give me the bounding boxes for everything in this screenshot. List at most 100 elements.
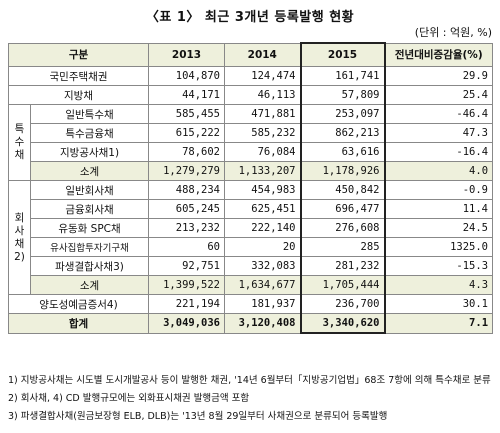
cell-2013: 104,870 xyxy=(148,66,226,86)
row-label: 소계 xyxy=(29,161,150,181)
bond-issuance-table: 구분 2013 2014 2015 전년대비증감율(%) 국민주택채권 104,… xyxy=(7,42,494,334)
cell-2013: 3,049,036 xyxy=(148,313,226,334)
subtotal-row: 소계 1,279,279 1,133,207 1,178,926 4.0 xyxy=(9,161,494,181)
cell-2013: 92,751 xyxy=(148,256,226,276)
cell-2015: 3,340,620 xyxy=(299,313,386,334)
cell-2014: 585,232 xyxy=(224,123,302,143)
category-label: 회 사 채 2) xyxy=(14,211,25,263)
cell-2014: 625,451 xyxy=(224,199,302,219)
cell-2013: 213,232 xyxy=(148,218,226,238)
cell-rate: 25.4 xyxy=(384,85,494,105)
cell-2013: 1,399,522 xyxy=(148,275,226,295)
row-label: 양도성예금증서4) xyxy=(7,294,150,314)
total-row: 합계 3,049,036 3,120,408 3,340,620 7.1 xyxy=(7,313,494,334)
cell-2014: 181,937 xyxy=(224,294,302,314)
row-label: 유동화 SPC채 xyxy=(29,218,150,238)
row-label: 국민주택채권 xyxy=(7,66,150,86)
footnote: 3) 파생결합사채(원금보장형 ELB, DLB)는 '13년 8월 29일부터… xyxy=(8,411,388,422)
table-row: 금융회사채 605,245 625,451 696,477 11.4 xyxy=(9,199,494,219)
row-label: 합계 xyxy=(7,313,150,334)
category-corporate-bond: 회 사 채 2) xyxy=(8,180,31,295)
row-label: 소계 xyxy=(29,275,150,295)
cell-rate: -15.3 xyxy=(384,256,494,276)
cell-2014: 454,983 xyxy=(224,180,302,200)
cell-2014: 332,083 xyxy=(224,256,302,276)
cell-2013: 615,222 xyxy=(148,123,226,143)
cell-2015: 696,477 xyxy=(299,199,386,219)
cell-2015: 57,809 xyxy=(299,85,386,105)
cell-rate: 7.1 xyxy=(384,313,494,334)
table-row: 지방공사채1) 78,602 76,084 63,616 -16.4 xyxy=(9,142,494,162)
cell-2014: 222,140 xyxy=(224,218,302,238)
row-label: 일반회사채 xyxy=(29,180,150,200)
cell-2015: 253,097 xyxy=(299,104,386,124)
table-title: 〈표 1〉 최근 3개년 등록발행 현황 xyxy=(145,10,355,25)
cell-2015: 285 xyxy=(299,237,386,257)
table-row: 파생결합사채3) 92,751 332,083 281,232 -15.3 xyxy=(9,256,494,276)
header-rate: 전년대비증감율(%) xyxy=(384,42,494,67)
cell-2013: 221,194 xyxy=(148,294,226,314)
cell-2015: 63,616 xyxy=(299,142,386,162)
row-label: 파생결합사채3) xyxy=(29,256,150,276)
cell-2014: 76,084 xyxy=(224,142,302,162)
cell-rate: 47.3 xyxy=(384,123,494,143)
table-row: 회 사 채 2) 일반회사채 488,234 454,983 450,842 -0.9 xyxy=(8,180,494,295)
cell-2015: 1,705,444 xyxy=(299,275,386,295)
row-label: 유사집합투자기구채 xyxy=(29,237,150,257)
row-label: 일반특수채 xyxy=(29,104,150,124)
table-row: 유사집합투자기구채 60 20 285 1325.0 xyxy=(9,237,494,257)
cell-2014: 471,881 xyxy=(224,104,302,124)
cell-rate: 24.5 xyxy=(384,218,494,238)
subtotal-row: 소계 1,399,522 1,634,677 1,705,444 4.3 xyxy=(9,275,494,295)
unit-label: (단위 : 억원, %) xyxy=(414,26,492,39)
cell-2014: 124,474 xyxy=(224,66,302,86)
header-2014: 2014 xyxy=(224,42,302,67)
table-row: 양도성예금증서4) 221,194 181,937 236,700 30.1 xyxy=(7,294,494,314)
cell-2014: 46,113 xyxy=(224,85,302,105)
cell-2014: 20 xyxy=(224,237,302,257)
cell-2013: 78,602 xyxy=(148,142,226,162)
footnote: 1) 지방공사채는 시도별 도시개발공사 등이 발행한 채권, '14년 6월부… xyxy=(8,375,491,386)
footnotes: 1) 지방공사채는 시도별 도시개발공사 등이 발행한 채권, '14년 6월부… xyxy=(8,372,491,426)
header-category: 구분 xyxy=(7,42,150,67)
cell-2015: 276,608 xyxy=(299,218,386,238)
cell-2014: 1,133,207 xyxy=(224,161,302,181)
row-label: 특수금융채 xyxy=(29,123,150,143)
table-row: 국민주택채권 104,870 124,474 161,741 29.9 xyxy=(7,66,494,86)
cell-2013: 44,171 xyxy=(148,85,226,105)
cell-2015: 862,213 xyxy=(299,123,386,143)
cell-2013: 60 xyxy=(148,237,226,257)
cell-2015: 1,178,926 xyxy=(299,161,386,181)
cell-rate: -16.4 xyxy=(384,142,494,162)
cell-2014: 1,634,677 xyxy=(224,275,302,295)
cell-rate: -0.9 xyxy=(384,180,494,200)
cell-rate: 30.1 xyxy=(384,294,494,314)
cell-2015: 281,232 xyxy=(299,256,386,276)
cell-rate: 11.4 xyxy=(384,199,494,219)
table-row: 지방채 44,171 46,113 57,809 25.4 xyxy=(7,85,494,105)
cell-rate: 4.3 xyxy=(384,275,494,295)
cell-2013: 585,455 xyxy=(148,104,226,124)
header-2015: 2015 xyxy=(299,42,386,67)
cell-2013: 605,245 xyxy=(148,199,226,219)
footnote: 2) 회사채, 4) CD 발행규모에는 외화표시채권 발행금액 포함 xyxy=(8,393,250,404)
cell-2015: 161,741 xyxy=(299,66,386,86)
cell-2014: 3,120,408 xyxy=(224,313,302,334)
cell-rate: 1325.0 xyxy=(384,237,494,257)
header-2013: 2013 xyxy=(148,42,226,67)
cell-rate: 29.9 xyxy=(384,66,494,86)
cell-2015: 450,842 xyxy=(299,180,386,200)
cell-rate: -46.4 xyxy=(384,104,494,124)
cell-2015: 236,700 xyxy=(299,294,386,314)
cell-rate: 4.0 xyxy=(384,161,494,181)
row-label: 지방채 xyxy=(7,85,150,105)
header-row: 구분 2013 2014 2015 전년대비증감율(%) xyxy=(7,42,494,67)
table-row: 유동화 SPC채 213,232 222,140 276,608 24.5 xyxy=(9,218,494,238)
cell-2013: 488,234 xyxy=(148,180,226,200)
cell-2013: 1,279,279 xyxy=(148,161,226,181)
row-label: 지방공사채1) xyxy=(29,142,150,162)
row-label: 금융회사채 xyxy=(29,199,150,219)
table-row: 특수금융채 615,222 585,232 862,213 47.3 xyxy=(9,123,494,143)
